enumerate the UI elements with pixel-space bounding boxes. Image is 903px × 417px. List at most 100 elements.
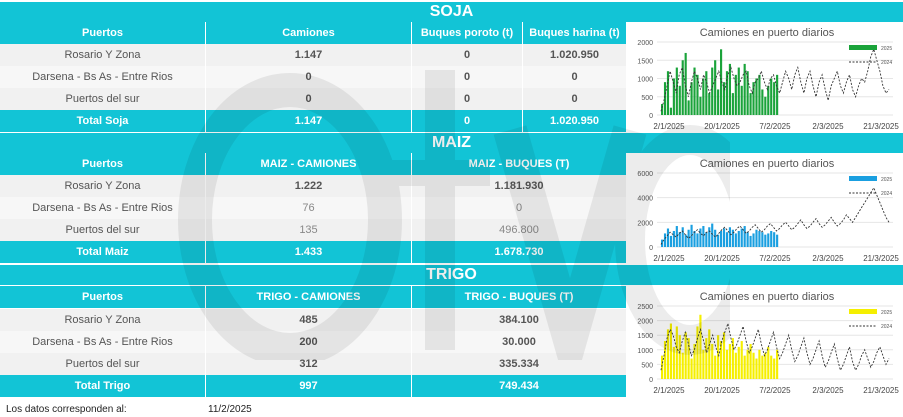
x-tick-label: 21/3/2025 [863,254,899,263]
bar-2025 [708,329,711,379]
trigo-chart: Camiones en puerto diarios 2500 2000 1500 10… [627,286,903,397]
trigo-title: TRIGO [426,266,477,283]
legend-label-2025: 2025 [881,310,892,316]
y-tick-label: 2000 [637,40,653,47]
bar-2025 [752,82,755,115]
camiones-value: 1.147 [206,44,412,66]
bar-2025 [669,323,672,379]
camiones-value: 485 [206,309,412,331]
x-tick-label: 2/1/2025 [653,122,685,131]
bar-2025 [675,326,678,379]
bar-2025 [678,335,681,379]
bar-2025 [690,224,693,247]
trigo-chart-svg: Camiones en puerto diarios 2500 2000 1500 10… [637,291,899,395]
y-tick-label: 0 [649,245,653,252]
y-tick-label: 4000 [637,196,653,203]
total-buques-poroto: 0 [412,110,523,132]
x-tick-label: 2/1/2025 [653,254,685,263]
bar-2025 [758,349,761,379]
bar-2025 [663,233,667,247]
y-tick-label: 1000 [637,77,653,84]
bar-2025 [749,235,752,247]
bar-2025 [728,227,731,247]
bar-2025 [687,100,690,115]
port-name: Puertos del sur [0,353,206,375]
chart-title: Camiones en puerto diarios [700,27,835,39]
camiones-value: 0 [206,66,412,88]
camiones-value: 0 [206,88,412,110]
bar-2025 [705,71,708,115]
bar-2025 [752,233,755,247]
y-tick-label: 500 [641,95,653,102]
bar-2025 [770,230,773,247]
camiones-value: 200 [206,331,412,353]
soja-col-buques-harina: Buques harina (t) [523,22,627,44]
camiones-value: 1.222 [206,175,412,197]
legend-label-2024: 2024 [881,191,892,197]
footer-label: Los datos corresponden al: [6,404,127,415]
total-buques: 749.434 [412,375,627,397]
bar-2025 [770,355,773,379]
bar-2025 [702,78,705,115]
bar-2025 [675,226,678,247]
legend-label-2025: 2025 [881,177,892,183]
bar-2025 [725,71,729,115]
bar-2025 [722,332,726,379]
bar-2025 [717,335,720,379]
buques-poroto-value: 0 [412,88,523,110]
bar-2025 [764,96,767,115]
maiz-title-band: MAIZ [0,133,903,153]
bar-2025 [761,89,764,115]
bar-2025 [672,78,675,115]
y-tick-label: 0 [649,377,653,384]
bar-2025 [669,107,672,115]
trigo-col-camiones: TRIGO - CAMIONES [206,286,412,308]
maiz-col-puertos: Puertos [0,153,206,175]
port-name: Darsena - Bs As - Entre Rios [0,331,206,353]
bar-2025 [755,229,758,247]
total-camiones: 1.147 [206,110,412,132]
bar-2025 [681,60,684,115]
camiones-value: 312 [206,353,412,375]
footer-date: 11/2/2025 [208,404,252,415]
maiz-col-camiones: MAIZ - CAMIONES [206,153,412,175]
bar-2025 [767,85,770,115]
bar-2025 [758,74,761,115]
total-label: Total Soja [0,110,206,132]
x-tick-label: 7/2/2025 [759,254,791,263]
bar-2025 [702,349,705,379]
port-name: Darsena - Bs As - Entre Rios [0,197,206,219]
bar-2025 [761,355,764,379]
legend-label-2024: 2024 [881,324,892,330]
bar-2025 [666,228,670,247]
soja-col-puertos: Puertos [0,22,206,44]
port-name: Darsena - Bs As - Entre Rios [0,66,206,88]
y-tick-label: 2000 [637,319,653,326]
bar-2025 [737,346,740,379]
bar-2025 [776,234,779,247]
buques-value: 335.334 [412,353,627,375]
y-tick-label: 1500 [637,58,653,65]
port-name: Rosario Y Zona [0,175,206,197]
bar-2025 [737,230,740,247]
chart-title: Camiones en puerto diarios [700,291,835,303]
camiones-value: 135 [206,219,412,241]
legend-swatch-2025 [849,176,877,181]
bar-2025 [743,355,746,379]
y-tick-label: 6000 [637,171,653,178]
soja-col-camiones: Camiones [206,22,412,44]
bar-2025 [740,341,743,379]
bar-2025 [699,96,702,115]
bar-2025 [714,60,717,115]
bar-2025 [731,338,734,379]
bar-2025 [693,67,696,115]
bar-2025 [681,352,684,379]
bar-2025 [767,346,770,379]
total-label: Total Maiz [0,241,206,263]
bar-2025 [717,234,720,247]
bar-2025 [773,232,776,247]
buques-value: 30.000 [412,331,627,353]
y-tick-label: 0 [649,113,653,120]
x-tick-label: 21/3/2025 [863,122,899,131]
soja-chart-svg: Camiones en puerto diarios 2000 1500 1000 50… [637,27,899,131]
